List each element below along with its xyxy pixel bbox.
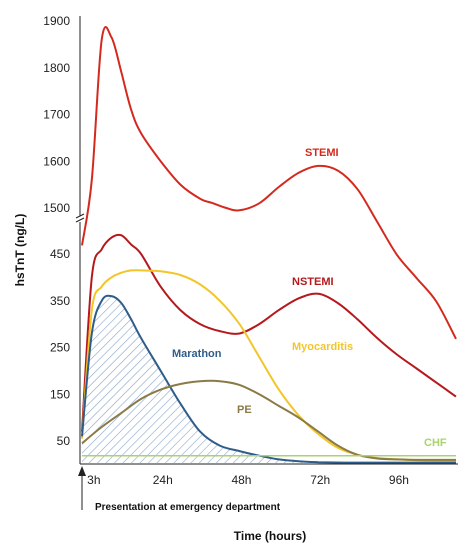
x-tick-label: 48h xyxy=(231,473,251,487)
x-tick-label: 24h xyxy=(153,473,173,487)
presentation-arrow-icon xyxy=(78,466,86,510)
y-tick-label: 50 xyxy=(57,434,71,448)
series-line-pe xyxy=(81,379,456,461)
y-tick-label: 150 xyxy=(50,387,70,401)
series-label-stemi: STEMI xyxy=(305,147,339,159)
series-line-stemi xyxy=(81,26,457,340)
y-axis-title: hsTnT (ng/L) xyxy=(13,214,27,287)
y-tick-label: 450 xyxy=(50,247,70,261)
x-tick-label: 72h xyxy=(310,473,330,487)
series-label-chf: CHF xyxy=(424,437,447,449)
y-tick-label: 1500 xyxy=(43,201,70,215)
series-label-pe: PE xyxy=(237,404,252,416)
series-label-marathon: Marathon xyxy=(172,348,222,360)
y-tick-label: 1800 xyxy=(43,61,70,75)
marathon-area xyxy=(82,295,456,463)
series-line-marathon xyxy=(81,294,456,464)
y-tick-label: 350 xyxy=(50,294,70,308)
series-line-nstemi xyxy=(81,233,457,432)
y-tick-label: 1700 xyxy=(43,108,70,122)
x-tick-label: 96h xyxy=(389,473,409,487)
y-tick-label: 1900 xyxy=(43,14,70,28)
y-tick-label: 250 xyxy=(50,341,70,355)
axis-break-icon xyxy=(75,213,85,223)
series-label-nstemi: NSTEMI xyxy=(292,276,334,288)
series-label-myocarditis: Myocarditis xyxy=(292,341,353,353)
x-axis-title: Time (hours) xyxy=(234,529,306,543)
annotation-text: Presentation at emergency department xyxy=(95,502,281,513)
y-tick-label: 1600 xyxy=(43,154,70,168)
x-tick-label: 3h xyxy=(87,473,100,487)
